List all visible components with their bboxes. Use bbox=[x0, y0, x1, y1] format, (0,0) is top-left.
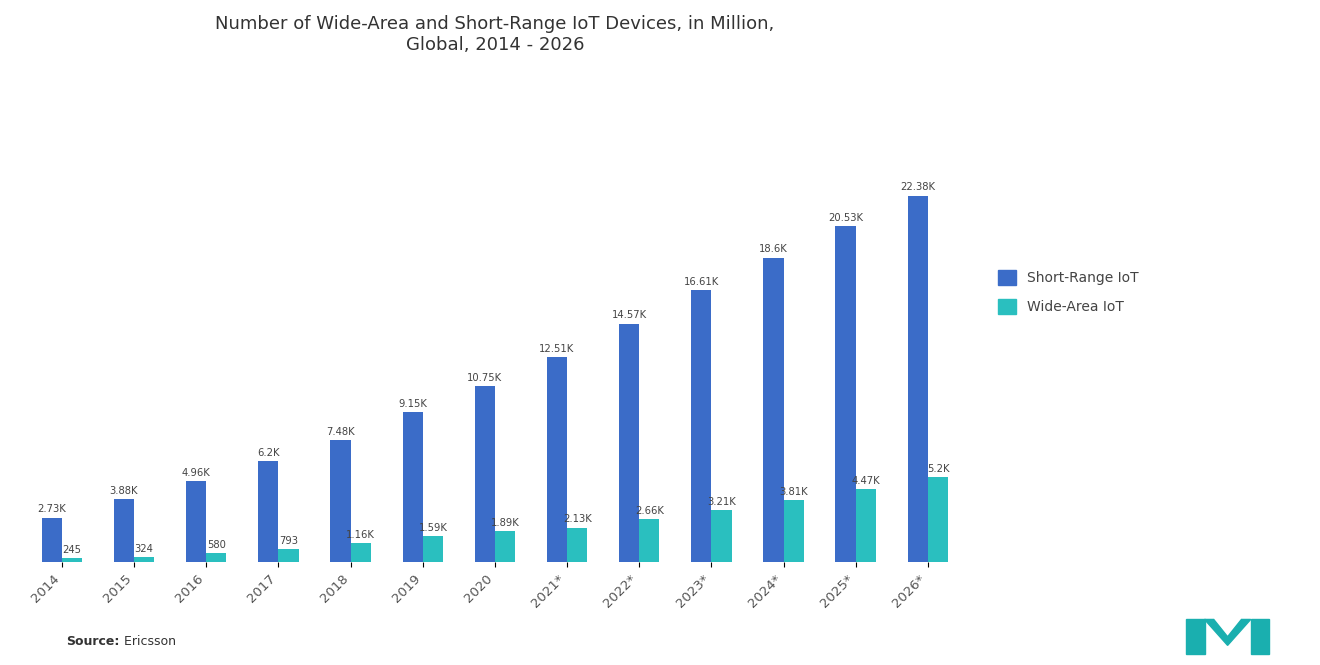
Bar bbox=[62, 559, 82, 563]
Bar bbox=[351, 543, 371, 563]
Text: Source:: Source: bbox=[66, 635, 119, 648]
Text: 1.89K: 1.89K bbox=[491, 518, 519, 528]
Bar bbox=[908, 196, 928, 563]
Bar bbox=[259, 461, 279, 563]
Bar bbox=[763, 257, 784, 563]
Bar bbox=[114, 499, 135, 563]
Text: 12.51K: 12.51K bbox=[540, 344, 574, 354]
Text: 580: 580 bbox=[207, 540, 226, 550]
Polygon shape bbox=[1251, 620, 1270, 654]
Text: 20.53K: 20.53K bbox=[828, 213, 863, 223]
Bar bbox=[330, 440, 351, 563]
Bar bbox=[422, 537, 444, 563]
Text: 3.81K: 3.81K bbox=[779, 487, 808, 497]
Bar bbox=[692, 290, 711, 563]
Bar bbox=[639, 519, 660, 563]
Text: 2.73K: 2.73K bbox=[37, 505, 66, 515]
Legend: Short-Range IoT, Wide-Area IoT: Short-Range IoT, Wide-Area IoT bbox=[991, 263, 1146, 321]
Text: 3.21K: 3.21K bbox=[708, 497, 735, 507]
Text: 6.2K: 6.2K bbox=[257, 448, 280, 458]
Bar bbox=[855, 489, 876, 563]
Bar bbox=[784, 500, 804, 563]
Text: 245: 245 bbox=[62, 545, 82, 555]
Text: 2.13K: 2.13K bbox=[562, 514, 591, 524]
Text: 14.57K: 14.57K bbox=[611, 311, 647, 321]
Text: 1.16K: 1.16K bbox=[346, 530, 375, 540]
Text: 4.96K: 4.96K bbox=[182, 468, 210, 478]
Text: 9.15K: 9.15K bbox=[399, 399, 428, 409]
Bar bbox=[568, 527, 587, 563]
Bar bbox=[475, 386, 495, 563]
Text: 5.2K: 5.2K bbox=[927, 464, 949, 474]
Text: 793: 793 bbox=[279, 536, 298, 546]
Bar bbox=[206, 553, 227, 563]
Text: 22.38K: 22.38K bbox=[900, 182, 936, 192]
Text: 16.61K: 16.61K bbox=[684, 277, 719, 287]
Polygon shape bbox=[1185, 620, 1204, 654]
Text: 18.6K: 18.6K bbox=[759, 244, 788, 254]
Bar bbox=[135, 557, 154, 563]
Polygon shape bbox=[1204, 620, 1251, 645]
Text: 2.66K: 2.66K bbox=[635, 505, 664, 515]
Text: 4.47K: 4.47K bbox=[851, 476, 880, 486]
Title: Number of Wide-Area and Short-Range IoT Devices, in Million,
Global, 2014 - 2026: Number of Wide-Area and Short-Range IoT … bbox=[215, 15, 775, 54]
Bar bbox=[546, 357, 568, 563]
Bar bbox=[495, 531, 515, 563]
Text: 7.48K: 7.48K bbox=[326, 426, 355, 436]
Text: 10.75K: 10.75K bbox=[467, 373, 503, 383]
Text: 324: 324 bbox=[135, 544, 153, 554]
Text: 1.59K: 1.59K bbox=[418, 523, 447, 533]
Bar bbox=[279, 549, 298, 563]
Bar bbox=[928, 477, 948, 563]
Text: Ericsson: Ericsson bbox=[116, 635, 176, 648]
Bar bbox=[186, 481, 206, 563]
Bar bbox=[619, 324, 639, 563]
Bar bbox=[42, 518, 62, 563]
Bar bbox=[403, 412, 422, 563]
Text: 3.88K: 3.88K bbox=[110, 485, 139, 495]
Bar bbox=[836, 226, 855, 563]
Bar bbox=[711, 510, 731, 563]
